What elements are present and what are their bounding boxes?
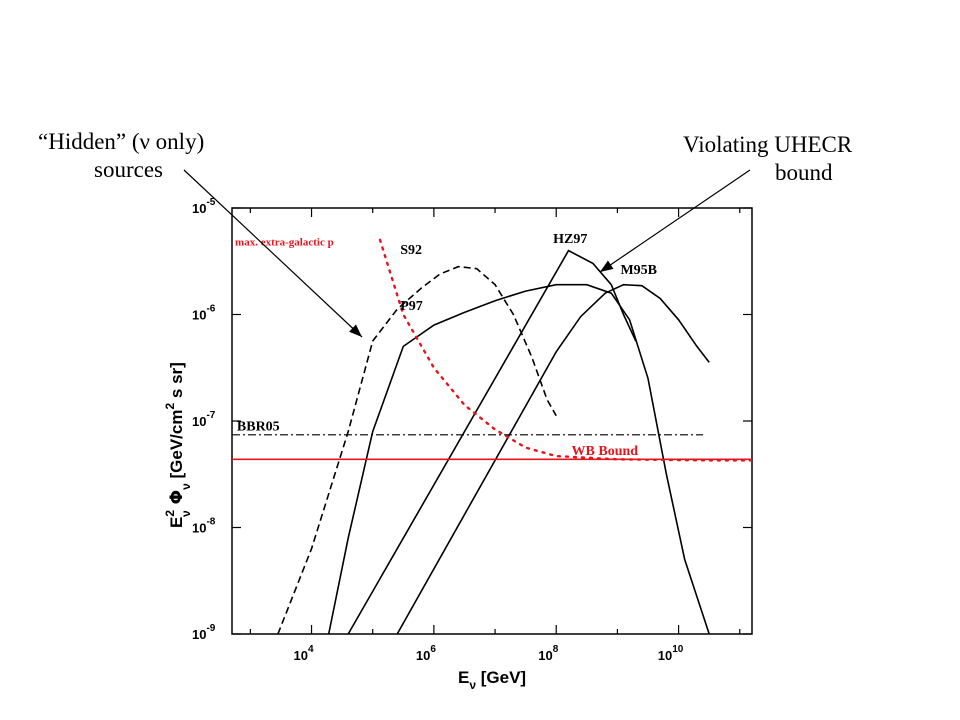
arrow-hidden-sources-head: [349, 324, 362, 337]
series-line-m95b: [396, 283, 710, 634]
series-label-s92: S92: [400, 243, 422, 258]
series-label-bbr05: BBR05: [237, 420, 280, 435]
y-tick-label: 10-5: [192, 197, 216, 216]
arrow-hidden-sources: [183, 169, 363, 338]
series-label-m95b: M95B: [620, 263, 657, 278]
series-line-hz97: [347, 249, 637, 634]
y-tick-label: 10-7: [192, 410, 216, 429]
annotation-violating-line2: bound: [775, 160, 833, 185]
annotation-violating-bound: Violating UHECR bound: [683, 131, 852, 187]
arrow-violating-bound-head: [600, 260, 614, 272]
series-label-max-extra-galactic-p: max. extra-galactic p: [235, 236, 334, 248]
x-tick-label: 1010: [658, 644, 684, 663]
arrow-violating-bound: [599, 169, 751, 273]
series-label-wb-bound: WB Bound: [572, 444, 639, 459]
plot-area: [231, 207, 753, 635]
y-axis-label: E2 ν Φν [GeV/cm2 s sr]: [163, 362, 193, 528]
series-line-s92: [277, 265, 557, 634]
x-tick-label: 106: [416, 644, 436, 663]
annotation-hidden-line2: sources: [94, 157, 163, 182]
series-layer: [232, 238, 752, 634]
y-tick-label: 10-8: [192, 517, 216, 536]
annotation-hidden-line1: “Hidden” (ν only): [38, 129, 205, 154]
y-tick-label: 10-6: [192, 304, 216, 323]
x-tick-label: 104: [294, 644, 314, 663]
x-tick-label: 108: [538, 644, 558, 663]
y-tick-label: 10-9: [192, 623, 216, 642]
series-label-p97: P97: [400, 299, 423, 314]
series-label-hz97: HZ97: [553, 232, 587, 247]
annotation-hidden-sources: “Hidden” (ν only) sources: [38, 128, 204, 184]
axis-label-layer: Eν [GeV] E2 ν Φν [GeV/cm2 s sr]: [163, 362, 526, 692]
series-line-max-extra-galactic-p: [378, 238, 752, 462]
series-line-p97: [327, 283, 710, 634]
annotation-arrows: [183, 169, 751, 338]
plot-frame: [231, 207, 753, 635]
annotation-violating-line1: Violating UHECR: [683, 132, 853, 157]
series-label-layer: S92 P97 HZ97 M95B max. extra-galactic p WB Bo…: [235, 232, 657, 459]
x-axis-label: Eν [GeV]: [458, 668, 526, 692]
